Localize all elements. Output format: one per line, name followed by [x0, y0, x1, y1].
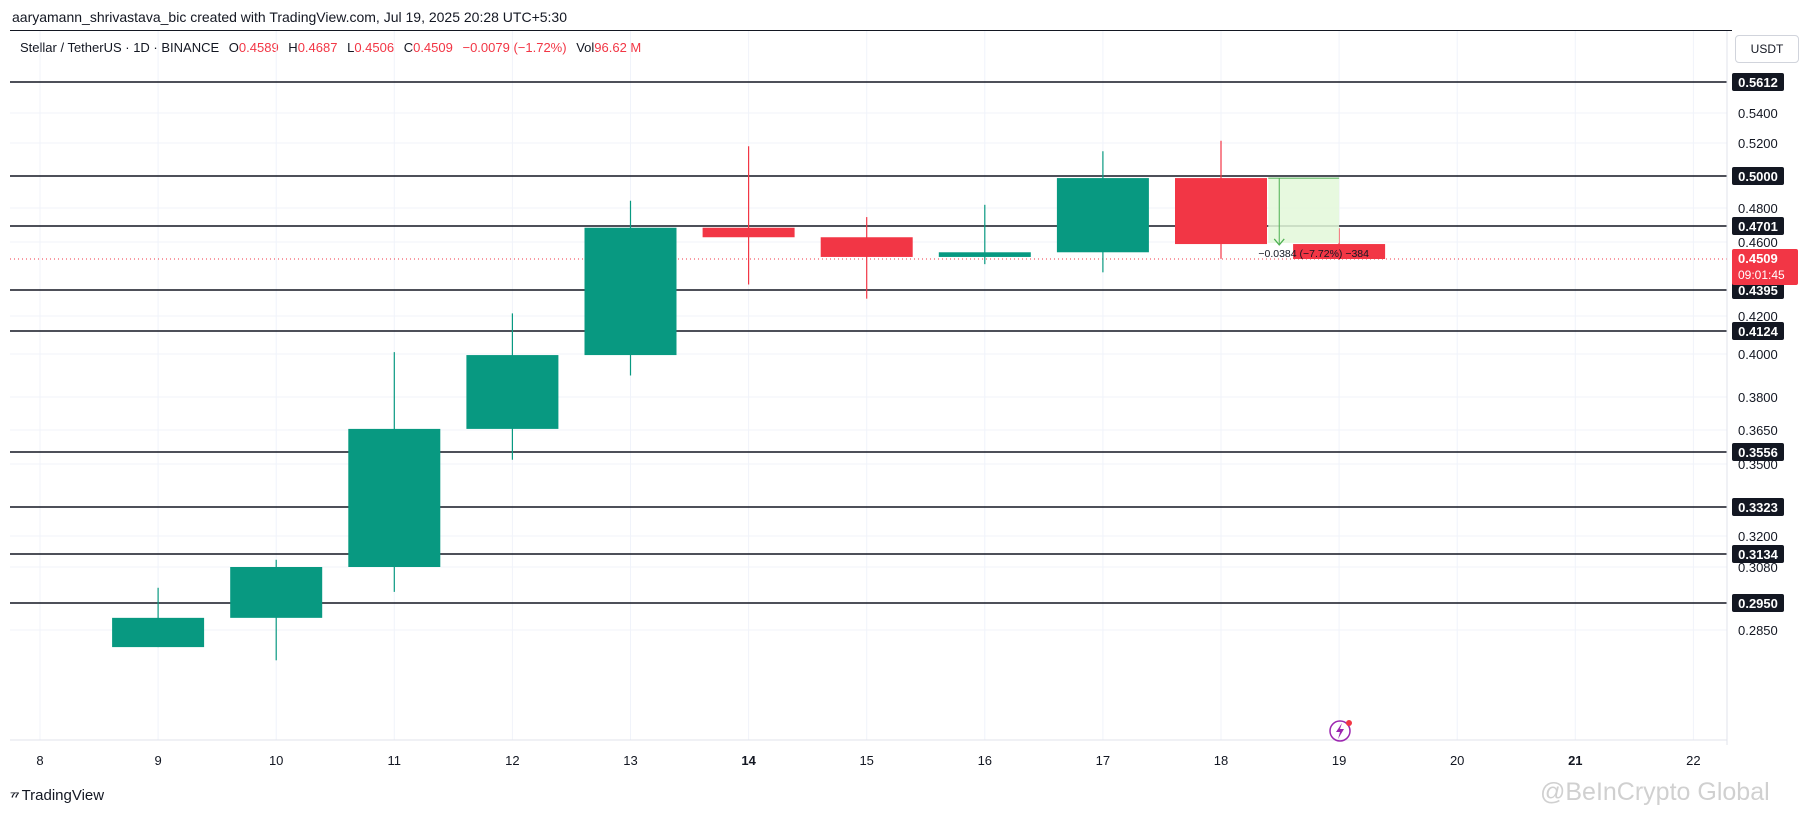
y-tick-label: 0.3080 — [1738, 560, 1778, 575]
candle[interactable] — [230, 559, 323, 661]
y-tick-label: 0.4800 — [1738, 201, 1778, 216]
x-tick-label: 16 — [978, 753, 992, 768]
currency-button[interactable]: USDT — [1735, 35, 1799, 63]
candle-body — [938, 252, 1031, 257]
level-badge-label: 0.2950 — [1738, 596, 1778, 611]
symbol-legend: Stellar / TetherUS · 1D · BINANCE O0.458… — [20, 40, 641, 55]
measure-tool[interactable]: −0.0384 (−7.72%) −384 — [1258, 177, 1369, 260]
current-price-badge — [1732, 249, 1798, 285]
open-value: 0.4589 — [238, 40, 279, 55]
level-badge — [1732, 498, 1784, 516]
x-tick-label: 13 — [623, 753, 637, 768]
y-tick-label: 0.3800 — [1738, 390, 1778, 405]
x-tick-label: 14 — [741, 753, 756, 768]
level-badge-label: 0.5612 — [1738, 75, 1778, 90]
close-label: C — [403, 40, 414, 55]
candle-body — [820, 237, 913, 257]
level-badge — [1732, 167, 1784, 185]
y-tick-label: 0.4600 — [1738, 235, 1778, 250]
x-tick-label: 15 — [859, 753, 873, 768]
x-tick-label: 21 — [1568, 753, 1582, 768]
candle-body — [1293, 244, 1386, 259]
tradingview-logo-text: TradingView — [21, 787, 105, 804]
symbol-name[interactable]: Stellar / TetherUS · 1D · BINANCE — [20, 40, 220, 55]
x-tick-label: 12 — [505, 753, 519, 768]
tradingview-logo-icon: ⁷⁷ — [10, 787, 19, 804]
candles — [112, 140, 1386, 661]
x-tick-label: 11 — [388, 753, 402, 768]
x-tick-label: 8 — [36, 753, 43, 768]
y-tick-label: 0.5400 — [1738, 106, 1778, 121]
countdown-label: 09:01:45 — [1738, 268, 1785, 282]
level-badge-label: 0.3556 — [1738, 445, 1778, 460]
candle[interactable] — [1175, 140, 1267, 259]
watermark: @BeInCrypto Global — [1540, 778, 1770, 806]
change-value: −0.0079 (−1.72%) — [462, 40, 567, 55]
candle[interactable] — [466, 313, 559, 460]
x-tick-label: 20 — [1450, 753, 1464, 768]
level-badge — [1732, 322, 1784, 340]
candle-body — [230, 567, 323, 618]
candle-body — [702, 227, 795, 238]
grid-layer — [10, 31, 1727, 740]
x-tick-label: 18 — [1214, 753, 1228, 768]
level-badge-label: 0.3323 — [1738, 500, 1778, 515]
y-tick-label: 0.3200 — [1738, 529, 1778, 544]
candle-body — [112, 617, 205, 648]
chart-credit: aaryamann_shrivastava_bic created with T… — [12, 9, 568, 25]
low-label: L — [347, 40, 355, 55]
close-value: 0.4509 — [413, 40, 453, 55]
level-badge-label: 0.4395 — [1738, 283, 1778, 298]
measure-box — [1268, 178, 1340, 243]
volume-label: Vol — [576, 40, 595, 55]
x-tick-label: 10 — [269, 753, 283, 768]
candle-body — [1175, 178, 1267, 245]
flash-icon[interactable] — [1329, 720, 1352, 742]
measure-label: −0.0384 (−7.72%) −384 — [1258, 248, 1369, 260]
current-price-label: 0.4509 — [1738, 251, 1778, 266]
level-lines — [10, 81, 1727, 604]
level-badge-label: 0.5000 — [1738, 169, 1778, 184]
y-tick-label: 0.5200 — [1738, 136, 1778, 151]
level-badge-label: 0.3134 — [1738, 547, 1779, 562]
x-tick-label: 19 — [1332, 753, 1346, 768]
candle[interactable] — [702, 146, 795, 285]
low-value: 0.4506 — [354, 40, 395, 55]
level-badge — [1732, 217, 1784, 235]
level-badge-label: 0.4124 — [1738, 324, 1779, 339]
open-label: O — [228, 40, 239, 55]
axes: 8 9 10 11 12 13 14 15 16 17 18 19 20 21 22 0.5400 0.5200… — [10, 31, 1798, 768]
measure-arrowhead — [1273, 238, 1285, 246]
high-value: 0.4687 — [297, 40, 338, 55]
volume-value: 96.62 M — [594, 40, 642, 55]
candle-body — [584, 227, 677, 356]
candle-body — [348, 428, 441, 567]
header-divider — [10, 30, 1732, 31]
x-tick-label: 17 — [1096, 753, 1110, 768]
level-badge — [1732, 443, 1784, 461]
tradingview-logo[interactable]: ⁷⁷ TradingView — [10, 787, 104, 804]
level-badge — [1732, 594, 1784, 612]
x-tick-label: 9 — [154, 753, 161, 768]
candle-body — [1056, 178, 1149, 253]
candle[interactable] — [348, 352, 441, 592]
level-badge — [1732, 281, 1784, 299]
candle[interactable] — [938, 204, 1031, 265]
candle[interactable] — [820, 217, 913, 299]
y-tick-label: 0.2850 — [1738, 623, 1778, 638]
high-label: H — [288, 40, 298, 55]
y-tick-label: 0.4200 — [1738, 309, 1778, 324]
level-badge-label: 0.4701 — [1738, 219, 1778, 234]
level-badge — [1732, 545, 1784, 563]
y-tick-label: 0.4000 — [1738, 347, 1778, 362]
level-badge — [1732, 73, 1784, 91]
candle[interactable] — [1056, 151, 1149, 273]
candle-body — [466, 355, 559, 429]
candle[interactable] — [584, 200, 677, 376]
y-tick-label: 0.3650 — [1738, 423, 1778, 438]
candle[interactable] — [112, 587, 205, 648]
x-tick-label: 22 — [1686, 753, 1700, 768]
